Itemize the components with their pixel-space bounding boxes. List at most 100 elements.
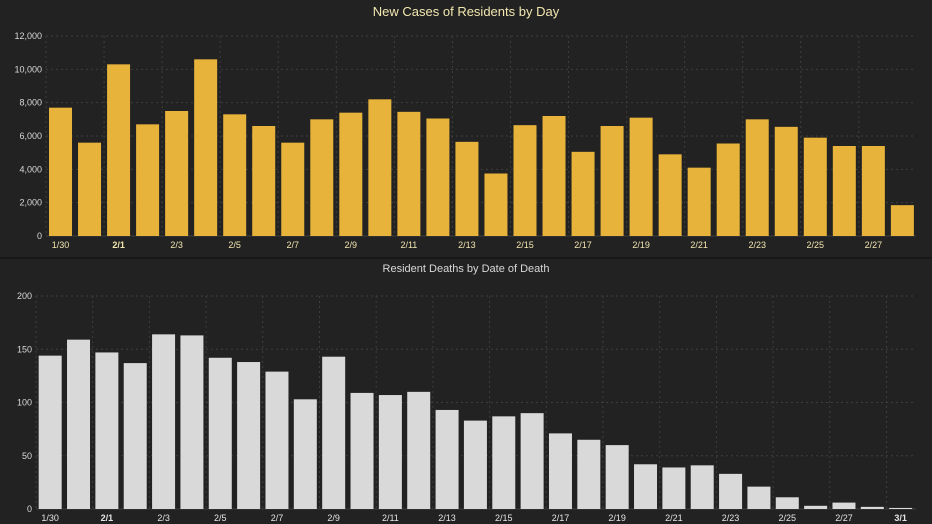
- bar-2-14[interactable]: [463, 420, 487, 509]
- bar-2-28[interactable]: [860, 506, 884, 509]
- x-tick-label: 2/21: [690, 240, 708, 250]
- bar-2-16[interactable]: [520, 413, 544, 509]
- x-tick-label: 2/5: [214, 513, 227, 523]
- bar-2-24[interactable]: [747, 486, 771, 509]
- x-tick-label: 2/23: [748, 240, 766, 250]
- bar-2-2[interactable]: [123, 363, 147, 509]
- x-tick-label: 2/15: [516, 240, 534, 250]
- x-tick-label: 2/15: [495, 513, 513, 523]
- deaths-chart-panel: Resident Deaths by Date of Death 0 50 100 1…: [0, 259, 932, 524]
- y-tick-label: 0: [27, 504, 32, 514]
- bar-2-1[interactable]: [95, 352, 119, 509]
- bar-2-20[interactable]: [634, 464, 658, 509]
- y-tick-label: 200: [17, 291, 32, 301]
- bar-1-31[interactable]: [78, 142, 102, 236]
- bar-2-10[interactable]: [368, 99, 392, 236]
- bar-2-18[interactable]: [600, 126, 624, 236]
- bar-2-25[interactable]: [803, 137, 827, 236]
- bar-2-17[interactable]: [571, 151, 595, 236]
- bar-2-13[interactable]: [435, 409, 459, 509]
- bar-2-24[interactable]: [774, 126, 798, 236]
- x-tick-label: 2/11: [400, 240, 417, 250]
- x-tick-label: 2/17: [574, 240, 592, 250]
- bar-2-1[interactable]: [107, 64, 131, 236]
- bar-2-10[interactable]: [350, 392, 374, 509]
- bar-2-23[interactable]: [745, 119, 769, 236]
- x-tick-label: 2/27: [865, 240, 883, 250]
- bar-3-1[interactable]: [889, 507, 913, 509]
- x-tick-label: 2/13: [458, 240, 476, 250]
- bar-2-15[interactable]: [492, 416, 516, 509]
- x-tick-label: 3/1: [894, 513, 907, 523]
- bar-2-3[interactable]: [165, 111, 189, 236]
- bar-2-16[interactable]: [542, 116, 566, 236]
- bar-2-17[interactable]: [548, 433, 572, 509]
- bar-2-2[interactable]: [136, 124, 160, 236]
- x-tick-label: 2/7: [271, 513, 284, 523]
- bar-2-26[interactable]: [832, 146, 856, 236]
- bar-2-21[interactable]: [662, 467, 686, 509]
- bar-2-8[interactable]: [310, 119, 334, 236]
- bar-2-7[interactable]: [281, 142, 305, 236]
- x-tick-label: 2/17: [552, 513, 570, 523]
- bar-2-6[interactable]: [252, 126, 276, 236]
- x-tick-label: 2/25: [779, 513, 797, 523]
- y-tick-label: 2,000: [19, 198, 42, 208]
- y-tick-label: 8,000: [19, 98, 42, 108]
- bar-2-22[interactable]: [716, 143, 740, 237]
- panel-divider: [0, 257, 932, 259]
- bar-2-28[interactable]: [890, 205, 914, 236]
- bar-2-6[interactable]: [237, 362, 261, 509]
- bar-2-9[interactable]: [339, 112, 363, 236]
- y-tick-label: 50: [22, 451, 32, 461]
- bar-2-19[interactable]: [629, 117, 653, 236]
- bar-2-22[interactable]: [690, 465, 714, 509]
- bar-2-18[interactable]: [577, 439, 601, 509]
- bar-2-12[interactable]: [407, 391, 431, 509]
- bar-2-9[interactable]: [322, 356, 346, 509]
- bar-2-26[interactable]: [804, 505, 828, 509]
- bar-2-3[interactable]: [152, 334, 176, 509]
- x-tick-label: 2/19: [632, 240, 650, 250]
- bar-2-25[interactable]: [775, 497, 799, 509]
- bar-2-14[interactable]: [484, 173, 508, 237]
- y-tick-label: 4,000: [19, 164, 42, 174]
- bar-2-8[interactable]: [293, 399, 317, 509]
- bar-2-27[interactable]: [832, 502, 856, 509]
- bar-2-20[interactable]: [658, 154, 682, 236]
- bar-1-30[interactable]: [38, 355, 62, 509]
- bar-1-30[interactable]: [49, 107, 73, 237]
- bar-2-4[interactable]: [180, 335, 204, 509]
- bar-2-23[interactable]: [719, 473, 743, 509]
- x-tick-label: 2/19: [608, 513, 626, 523]
- x-tick-label: 2/3: [170, 240, 183, 250]
- y-tick-label: 150: [17, 344, 32, 354]
- deaths-bar-chart: 0 50 100 150 200 1/30 2/1 2/3 2/5 2/7 2/9 2/11 2/13 2…: [17, 291, 916, 523]
- x-tick-label: 2/23: [722, 513, 740, 523]
- bar-2-15[interactable]: [513, 125, 537, 236]
- bar-2-7[interactable]: [265, 371, 289, 509]
- x-tick-label: 1/30: [41, 513, 59, 523]
- cases-chart-title: New Cases of Residents by Day: [372, 4, 560, 19]
- x-tick-label: 2/9: [345, 240, 358, 250]
- bar-2-5[interactable]: [208, 357, 232, 509]
- x-tick-label: 2/25: [807, 240, 825, 250]
- x-tick-label: 2/1: [112, 240, 125, 250]
- x-tick-label: 2/27: [835, 513, 853, 523]
- deaths-chart-title: Resident Deaths by Date of Death: [382, 263, 550, 275]
- bar-2-4[interactable]: [194, 59, 218, 237]
- bar-2-5[interactable]: [223, 114, 247, 236]
- bar-2-27[interactable]: [861, 146, 885, 236]
- y-tick-label: 0: [37, 231, 42, 241]
- bar-1-31[interactable]: [67, 339, 91, 509]
- bar-2-21[interactable]: [687, 167, 711, 236]
- cases-bar-chart: 0 2,000 4,000 6,000 8,000 10,000 12,000 1/30 2/1…: [14, 31, 916, 250]
- bar-2-11[interactable]: [378, 395, 402, 509]
- x-tick-label: 2/1: [101, 513, 114, 523]
- bar-2-13[interactable]: [455, 141, 479, 236]
- bar-2-12[interactable]: [426, 118, 450, 237]
- bar-2-19[interactable]: [605, 445, 629, 509]
- bar-2-11[interactable]: [397, 111, 421, 236]
- x-tick-label: 1/30: [52, 240, 70, 250]
- x-tick-label: 2/3: [157, 513, 170, 523]
